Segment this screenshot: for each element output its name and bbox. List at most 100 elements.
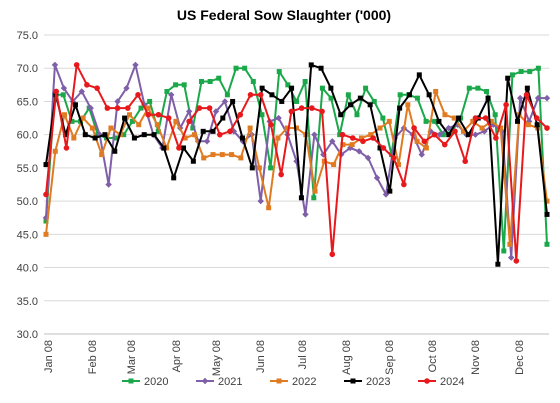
- data-point: [371, 98, 377, 104]
- data-point: [190, 158, 196, 164]
- data-point: [397, 105, 403, 111]
- data-point: [533, 115, 540, 121]
- data-point: [155, 111, 162, 118]
- data-point: [84, 82, 90, 88]
- data-point: [250, 79, 256, 85]
- data-point: [278, 171, 284, 178]
- data-point: [298, 105, 305, 111]
- data-point: [155, 128, 161, 134]
- data-point: [423, 118, 429, 124]
- data-point: [289, 85, 295, 91]
- data-point: [436, 131, 443, 138]
- data-point: [114, 98, 121, 105]
- data-point: [445, 124, 452, 132]
- data-point: [505, 75, 511, 81]
- data-point: [173, 118, 179, 124]
- data-point: [247, 125, 253, 131]
- data-point: [507, 241, 513, 247]
- data-point: [492, 112, 498, 118]
- legend-label: 2023: [366, 376, 390, 388]
- data-point: [452, 128, 458, 135]
- x-tick-label: Oct 08: [427, 340, 439, 372]
- data-point: [200, 128, 206, 134]
- y-tick-label: 75.0: [17, 30, 38, 42]
- data-point: [92, 135, 98, 141]
- data-point: [122, 115, 128, 121]
- legend-item-2022: 2022: [270, 376, 316, 388]
- data-point: [380, 115, 386, 121]
- data-point: [508, 254, 515, 261]
- data-point: [52, 148, 58, 154]
- data-point: [185, 108, 193, 115]
- data-point: [219, 152, 225, 158]
- data-point: [544, 125, 550, 131]
- grid-layer: [44, 34, 549, 335]
- data-point: [328, 85, 334, 91]
- data-point: [78, 88, 85, 95]
- data-point: [165, 115, 172, 121]
- data-point: [354, 112, 360, 118]
- data-point: [190, 125, 196, 131]
- data-point: [479, 125, 485, 131]
- data-point: [63, 132, 69, 138]
- data-point: [302, 79, 308, 85]
- data-point: [363, 85, 369, 91]
- legend-marker: [276, 378, 282, 384]
- data-point: [242, 65, 248, 71]
- data-point: [544, 198, 550, 204]
- data-point: [294, 125, 299, 131]
- data-point: [298, 195, 304, 201]
- data-point: [329, 251, 336, 258]
- data-point: [523, 92, 530, 98]
- data-point: [288, 108, 295, 115]
- data-point: [275, 135, 281, 141]
- x-tick-label: Sep 08: [384, 340, 396, 375]
- data-point: [257, 197, 264, 205]
- data-point: [220, 115, 226, 121]
- data-point: [227, 128, 233, 135]
- data-point: [515, 118, 521, 124]
- x-tick-label: Jul 08: [297, 340, 309, 369]
- data-point: [43, 231, 49, 237]
- data-point: [484, 88, 490, 94]
- data-point: [43, 218, 49, 224]
- data-point: [312, 188, 318, 194]
- data-point: [501, 248, 507, 254]
- data-point: [331, 162, 337, 168]
- x-tick-label: May 08: [211, 340, 223, 376]
- data-point: [308, 62, 314, 68]
- data-point: [482, 115, 489, 121]
- data-point: [87, 104, 94, 112]
- data-point: [421, 138, 428, 145]
- data-point: [154, 122, 160, 128]
- data-point: [358, 135, 364, 141]
- data-point: [370, 135, 376, 141]
- data-point: [196, 105, 203, 111]
- data-point: [432, 118, 438, 124]
- data-point: [216, 75, 222, 81]
- data-point: [441, 141, 448, 148]
- data-point: [311, 195, 317, 201]
- x-tick-label: Aug 08: [341, 340, 353, 375]
- data-point: [495, 261, 501, 267]
- y-tick-label: 45.0: [17, 229, 38, 241]
- x-tick-label: Feb 08: [87, 340, 99, 374]
- series-2021: [42, 61, 551, 261]
- data-point: [414, 138, 420, 144]
- data-point: [51, 61, 59, 69]
- data-point: [373, 174, 381, 182]
- data-point: [132, 61, 139, 69]
- data-point: [276, 69, 282, 75]
- data-point: [233, 65, 239, 71]
- data-point: [360, 138, 366, 145]
- data-point: [386, 118, 392, 124]
- data-point: [518, 69, 524, 75]
- y-tick-label: 60.0: [17, 130, 38, 142]
- data-point: [544, 241, 550, 247]
- data-point: [191, 132, 197, 138]
- data-point: [461, 128, 466, 134]
- data-point: [340, 142, 346, 148]
- data-point: [456, 115, 462, 121]
- data-point: [426, 92, 432, 98]
